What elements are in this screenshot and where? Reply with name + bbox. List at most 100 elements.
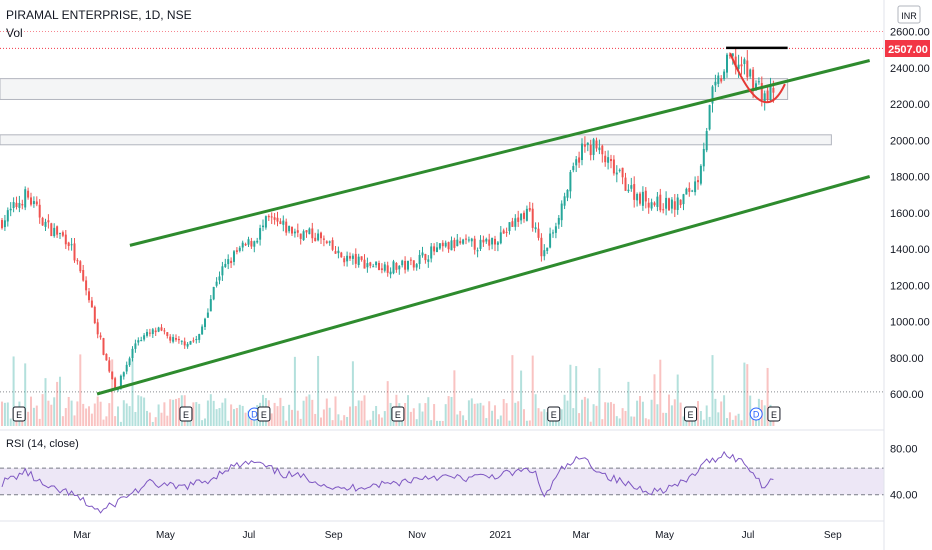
- volume-bar: [293, 356, 296, 426]
- volume-bar: [302, 400, 305, 426]
- volume-bar: [119, 421, 122, 426]
- volume-bar: [592, 404, 595, 426]
- volume-bar: [30, 396, 32, 426]
- price-tick-label: 2200.00: [890, 99, 930, 111]
- volume-bar: [473, 403, 476, 426]
- volume-bar: [285, 420, 288, 426]
- volume-bar: [491, 410, 494, 426]
- volume-bar: [134, 411, 137, 426]
- volume-bar: [12, 356, 15, 426]
- volume-label: Vol: [6, 26, 23, 40]
- candle-body: [508, 222, 511, 232]
- candle-body: [267, 215, 270, 218]
- price-tick-label: 1600.00: [890, 208, 930, 220]
- volume-bar: [224, 398, 227, 426]
- volume-bar: [331, 420, 334, 426]
- candle-body: [105, 353, 108, 361]
- candle-body: [15, 202, 18, 207]
- volume-bar: [528, 420, 531, 426]
- candle-body: [160, 327, 163, 331]
- volume-bar: [427, 397, 430, 426]
- candle-body: [206, 312, 209, 318]
- price-tick-label: 800.00: [890, 353, 924, 365]
- volume-bar: [380, 417, 383, 426]
- volume-bar: [378, 414, 380, 426]
- candle-body: [627, 189, 630, 192]
- candle-body: [595, 140, 598, 149]
- candle-body: [363, 259, 366, 269]
- volume-bar: [746, 364, 749, 426]
- volume-bar: [534, 394, 537, 426]
- candle-body: [189, 341, 192, 345]
- candle-body: [204, 318, 206, 327]
- volume-bar: [61, 416, 64, 426]
- earnings-marker-label: E: [16, 410, 22, 420]
- volume-bar: [64, 408, 67, 426]
- candle-body: [421, 252, 424, 256]
- candle-body: [253, 241, 256, 247]
- volume-bar: [131, 358, 134, 426]
- currency-badge[interactable]: [897, 5, 921, 24]
- candle-body: [537, 228, 540, 238]
- volume-bar: [523, 409, 525, 426]
- candle-body: [679, 199, 682, 206]
- volume-bar: [456, 414, 459, 426]
- candle-body: [682, 194, 685, 205]
- candle-body: [276, 217, 279, 222]
- time-tick-label: Mar: [573, 530, 591, 541]
- earnings-marker-label: E: [551, 410, 557, 420]
- currency-badge-text: INR: [901, 11, 917, 21]
- candle-body: [479, 239, 482, 249]
- candle-body: [665, 197, 668, 209]
- time-tick-label: Jul: [242, 530, 255, 541]
- volume-bar: [76, 401, 79, 426]
- candle-body: [131, 348, 134, 359]
- candle-body: [314, 237, 317, 242]
- candle-body: [143, 335, 146, 340]
- volume-bar: [665, 412, 668, 426]
- volume-bar: [699, 411, 702, 426]
- volume-bar: [641, 401, 644, 426]
- earnings-marker: [767, 406, 781, 422]
- candle-body: [392, 261, 395, 274]
- candle-body: [320, 232, 322, 239]
- volume-bar: [470, 398, 473, 426]
- volume-bar: [560, 409, 563, 426]
- candle-body: [540, 237, 543, 257]
- volume-bar: [41, 394, 44, 426]
- candle-body: [436, 247, 438, 253]
- candle-body: [334, 251, 337, 254]
- candle-body: [453, 239, 456, 248]
- volume-bar: [148, 412, 151, 426]
- candle-body: [482, 239, 485, 243]
- candle-body: [50, 223, 53, 237]
- volume-bar: [621, 408, 624, 426]
- channel-lower-line: [96, 175, 871, 396]
- volume-bar: [659, 359, 662, 426]
- candle-body: [180, 340, 183, 342]
- earnings-marker-label: E: [183, 410, 189, 420]
- volume-bar: [749, 395, 752, 426]
- candle-body: [311, 228, 314, 239]
- volume-bar: [702, 419, 705, 426]
- candle-body: [82, 270, 85, 281]
- candle-body: [496, 242, 499, 245]
- candle-body: [418, 254, 421, 264]
- earnings-marker-label: E: [261, 410, 267, 420]
- candle-body: [485, 238, 488, 242]
- candle-body: [134, 343, 137, 349]
- volume-bar: [146, 410, 148, 426]
- volume-bar: [656, 404, 659, 426]
- volume-bar: [525, 420, 528, 426]
- volume-bar: [328, 407, 331, 426]
- volume-bar: [233, 409, 235, 426]
- volume-bar: [517, 401, 520, 426]
- price-tick-label: 1400.00: [890, 244, 930, 256]
- volume-bar: [27, 411, 30, 426]
- candle-body: [369, 262, 372, 266]
- volume-bar: [583, 396, 586, 426]
- candle-body: [288, 226, 291, 232]
- candle-body: [447, 242, 450, 250]
- volume-bar: [212, 400, 215, 426]
